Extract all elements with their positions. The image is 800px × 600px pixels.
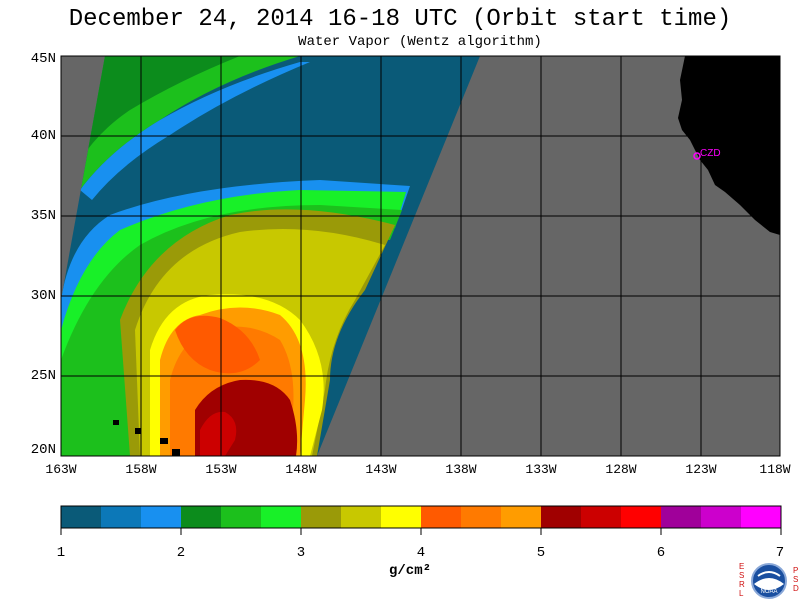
colorbar-label-6: 6: [656, 545, 666, 561]
map-subtitle: Water Vapor (Wentz algorithm): [298, 34, 542, 50]
colorbar-segment: [661, 506, 702, 528]
colorbar-label-4: 4: [416, 545, 426, 561]
lat-label-30n: 30N: [30, 288, 56, 304]
station-label: CZD: [700, 148, 721, 159]
island: [135, 428, 141, 434]
colorbar-segment: [461, 506, 502, 528]
colorbar: [61, 506, 782, 528]
lon-label-133w: 133W: [525, 462, 557, 477]
lat-label-25n: 25N: [30, 368, 56, 384]
lon-label-123w: 123W: [685, 462, 717, 477]
lon-label-153w: 153W: [205, 462, 237, 477]
units-label: g/cm²: [388, 563, 431, 579]
colorbar-ticks: [60, 528, 782, 535]
island: [172, 449, 180, 456]
colorbar-segment: [141, 506, 182, 528]
grid-lines: [61, 56, 780, 456]
colorbar-segment: [301, 506, 342, 528]
colorbar-segment: [61, 506, 102, 528]
colorbar-label-5: 5: [536, 545, 546, 561]
lon-label-158w: 158W: [125, 462, 157, 477]
land-california: [678, 56, 780, 235]
colorbar-segment: [341, 506, 382, 528]
map-frame: [60, 55, 781, 457]
lon-label-163w: 163W: [45, 462, 77, 477]
island: [113, 420, 119, 425]
colorbar-segment: [101, 506, 142, 528]
noaa-emblem-icon: NOAA: [751, 563, 787, 599]
colorbar-label-1: 1: [56, 545, 66, 561]
colorbar-segment: [741, 506, 782, 528]
lon-label-148w: 148W: [285, 462, 317, 477]
colorbar-label-3: 3: [296, 545, 306, 561]
page-title: December 24, 2014 16-18 UTC (Orbit start…: [68, 6, 732, 33]
colorbar-segment: [701, 506, 742, 528]
lat-label-45n: 45N: [30, 51, 56, 67]
svg-text:NOAA: NOAA: [760, 589, 777, 595]
colorbar-segment: [221, 506, 262, 528]
lon-label-143w: 143W: [365, 462, 397, 477]
colorbar-segment: [501, 506, 542, 528]
lon-label-138w: 138W: [445, 462, 477, 477]
colorbar-label-7: 7: [775, 545, 785, 561]
lat-label-40n: 40N: [30, 128, 56, 144]
lon-label-118w: 118W: [759, 462, 791, 477]
lat-label-20n: 20N: [30, 442, 56, 458]
lat-label-35n: 35N: [30, 208, 56, 224]
colorbar-segment: [581, 506, 622, 528]
station-marker-icon: [693, 152, 701, 160]
colorbar-segment: [181, 506, 222, 528]
colorbar-segment: [381, 506, 422, 528]
colorbar-segment: [541, 506, 582, 528]
colorbar-segment: [261, 506, 302, 528]
colorbar-label-2: 2: [176, 545, 186, 561]
colorbar-segment: [621, 506, 662, 528]
lon-label-128w: 128W: [605, 462, 637, 477]
island: [160, 438, 168, 444]
colorbar-segment: [421, 506, 462, 528]
